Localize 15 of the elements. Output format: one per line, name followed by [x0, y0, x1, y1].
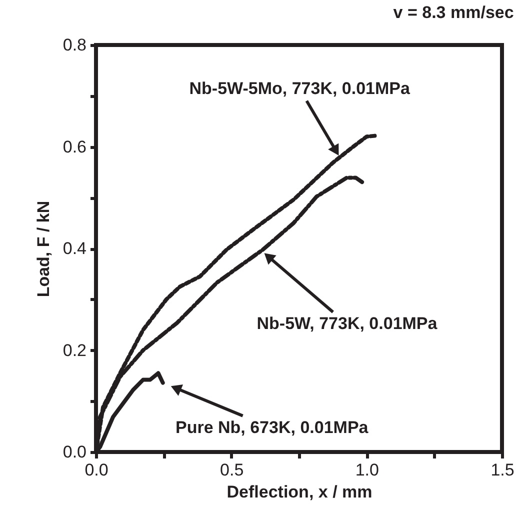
annotation: Nb-5W-5Mo, 773K, 0.01MPa: [189, 78, 411, 98]
x-tick-label: 0.0: [84, 460, 108, 480]
annotation: Nb-5W, 773K, 0.01MPa: [256, 314, 438, 334]
y-tick-label: 0.4: [62, 239, 86, 258]
x-tick-label: 1.5: [490, 460, 514, 480]
x-axis-title: Deflection, x / mm: [226, 482, 372, 502]
y-tick-label: 0.2: [62, 340, 86, 360]
x-tick-label: 0.5: [220, 460, 244, 480]
annotation: Pure Nb, 673K, 0.01MPa: [175, 418, 369, 437]
y-tick-label: 0.6: [62, 137, 86, 156]
chart-title: v = 8.3 mm/sec: [393, 3, 514, 22]
y-tick-label: 0.0: [62, 442, 86, 462]
x-tick-label: 1.0: [355, 460, 379, 480]
y-axis-title: Load, F / kN: [34, 200, 53, 298]
y-tick-label: 0.8: [62, 36, 86, 54]
